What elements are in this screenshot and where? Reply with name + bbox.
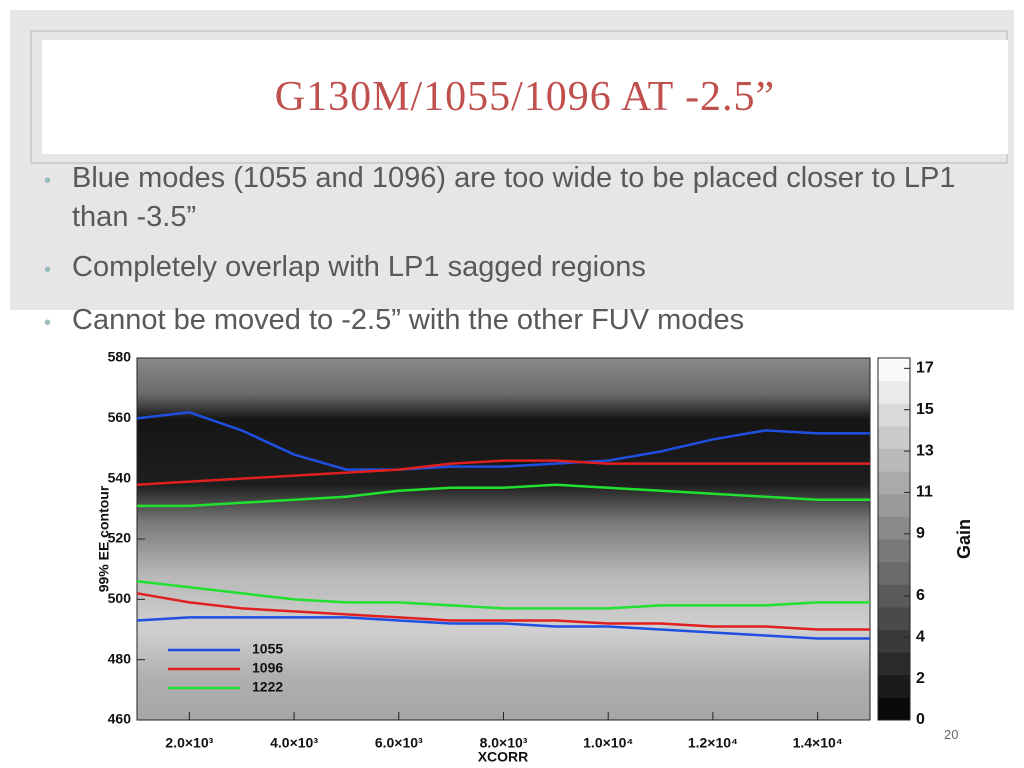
legend-label: 1096 — [252, 660, 283, 676]
colorbar-tick-label: 0 — [916, 711, 925, 728]
colorbar-step — [878, 629, 910, 653]
slide-title: G130M/1055/1096 at -2.5” — [274, 74, 776, 120]
y-tick-label: 520 — [108, 530, 132, 546]
legend-label: 1055 — [252, 641, 283, 657]
page-number: 20 — [944, 727, 959, 742]
x-tick-label: 8.0×10³ — [480, 735, 528, 751]
y-tick-label: 560 — [108, 409, 132, 425]
bullet: Blue modes (1055 and 1096) are too wide … — [44, 160, 1004, 235]
colorbar-step — [878, 403, 910, 427]
x-tick-label: 1.2×10⁴ — [688, 735, 738, 751]
x-tick-label: 4.0×10³ — [270, 735, 318, 751]
x-tick-label: 6.0×10³ — [375, 735, 423, 751]
colorbar-step — [878, 493, 910, 517]
y-tick-label: 540 — [108, 469, 132, 485]
colorbar-step — [878, 561, 910, 585]
colorbar-tick-label: 6 — [916, 587, 925, 604]
legend-label: 1222 — [252, 679, 283, 695]
x-tick-label: 2.0×10³ — [165, 735, 213, 751]
colorbar-step — [878, 606, 910, 630]
colorbar-step — [878, 539, 910, 563]
y-axis-label: 99% EE contour — [96, 485, 112, 592]
x-tick-label: 1.4×10⁴ — [793, 735, 843, 751]
colorbar-step — [878, 674, 910, 698]
colorbar-tick-label: 11 — [916, 484, 933, 501]
series-line — [136, 592, 870, 631]
gain-map — [137, 358, 870, 720]
colorbar-step — [878, 471, 910, 495]
colorbar-step — [878, 380, 910, 404]
colorbar-step — [878, 516, 910, 540]
colorbar-step — [878, 358, 910, 382]
colorbar-tick-label: 17 — [916, 360, 934, 377]
colorbar-step — [878, 697, 910, 721]
colorbar-tick-label: 4 — [916, 628, 925, 645]
y-tick-label: 500 — [108, 590, 132, 606]
colorbar-label: Gain — [954, 519, 974, 559]
y-tick-label: 480 — [108, 650, 132, 666]
series-line — [136, 459, 870, 486]
x-axis-label: XCORR — [478, 749, 529, 765]
colorbar-tick-label: 13 — [916, 442, 934, 459]
colorbar-tick-label: 9 — [916, 525, 925, 542]
colorbar-tick-label: 15 — [916, 401, 934, 418]
series-line — [136, 616, 870, 640]
bullet-list: Blue modes (1055 and 1096) are too wide … — [44, 160, 1004, 355]
x-tick-label: 1.0×10⁴ — [583, 735, 633, 751]
y-tick-label: 580 — [108, 349, 132, 365]
colorbar-frame — [877, 357, 911, 721]
series-line — [137, 483, 870, 508]
bullet: Completely overlap with LP1 sagged regio… — [44, 249, 1004, 288]
colorbar-tick-label: 2 — [916, 670, 925, 687]
title-box: G130M/1055/1096 at -2.5” — [42, 40, 1008, 154]
colorbar-step — [878, 652, 910, 676]
bullet: Cannot be moved to -2.5” with the other … — [44, 302, 1004, 341]
colorbar-step — [878, 425, 910, 449]
colorbar-step — [878, 584, 910, 608]
series-line — [136, 579, 870, 610]
y-tick-label: 460 — [108, 711, 132, 727]
series-line — [136, 411, 870, 471]
colorbar-step — [878, 448, 910, 472]
